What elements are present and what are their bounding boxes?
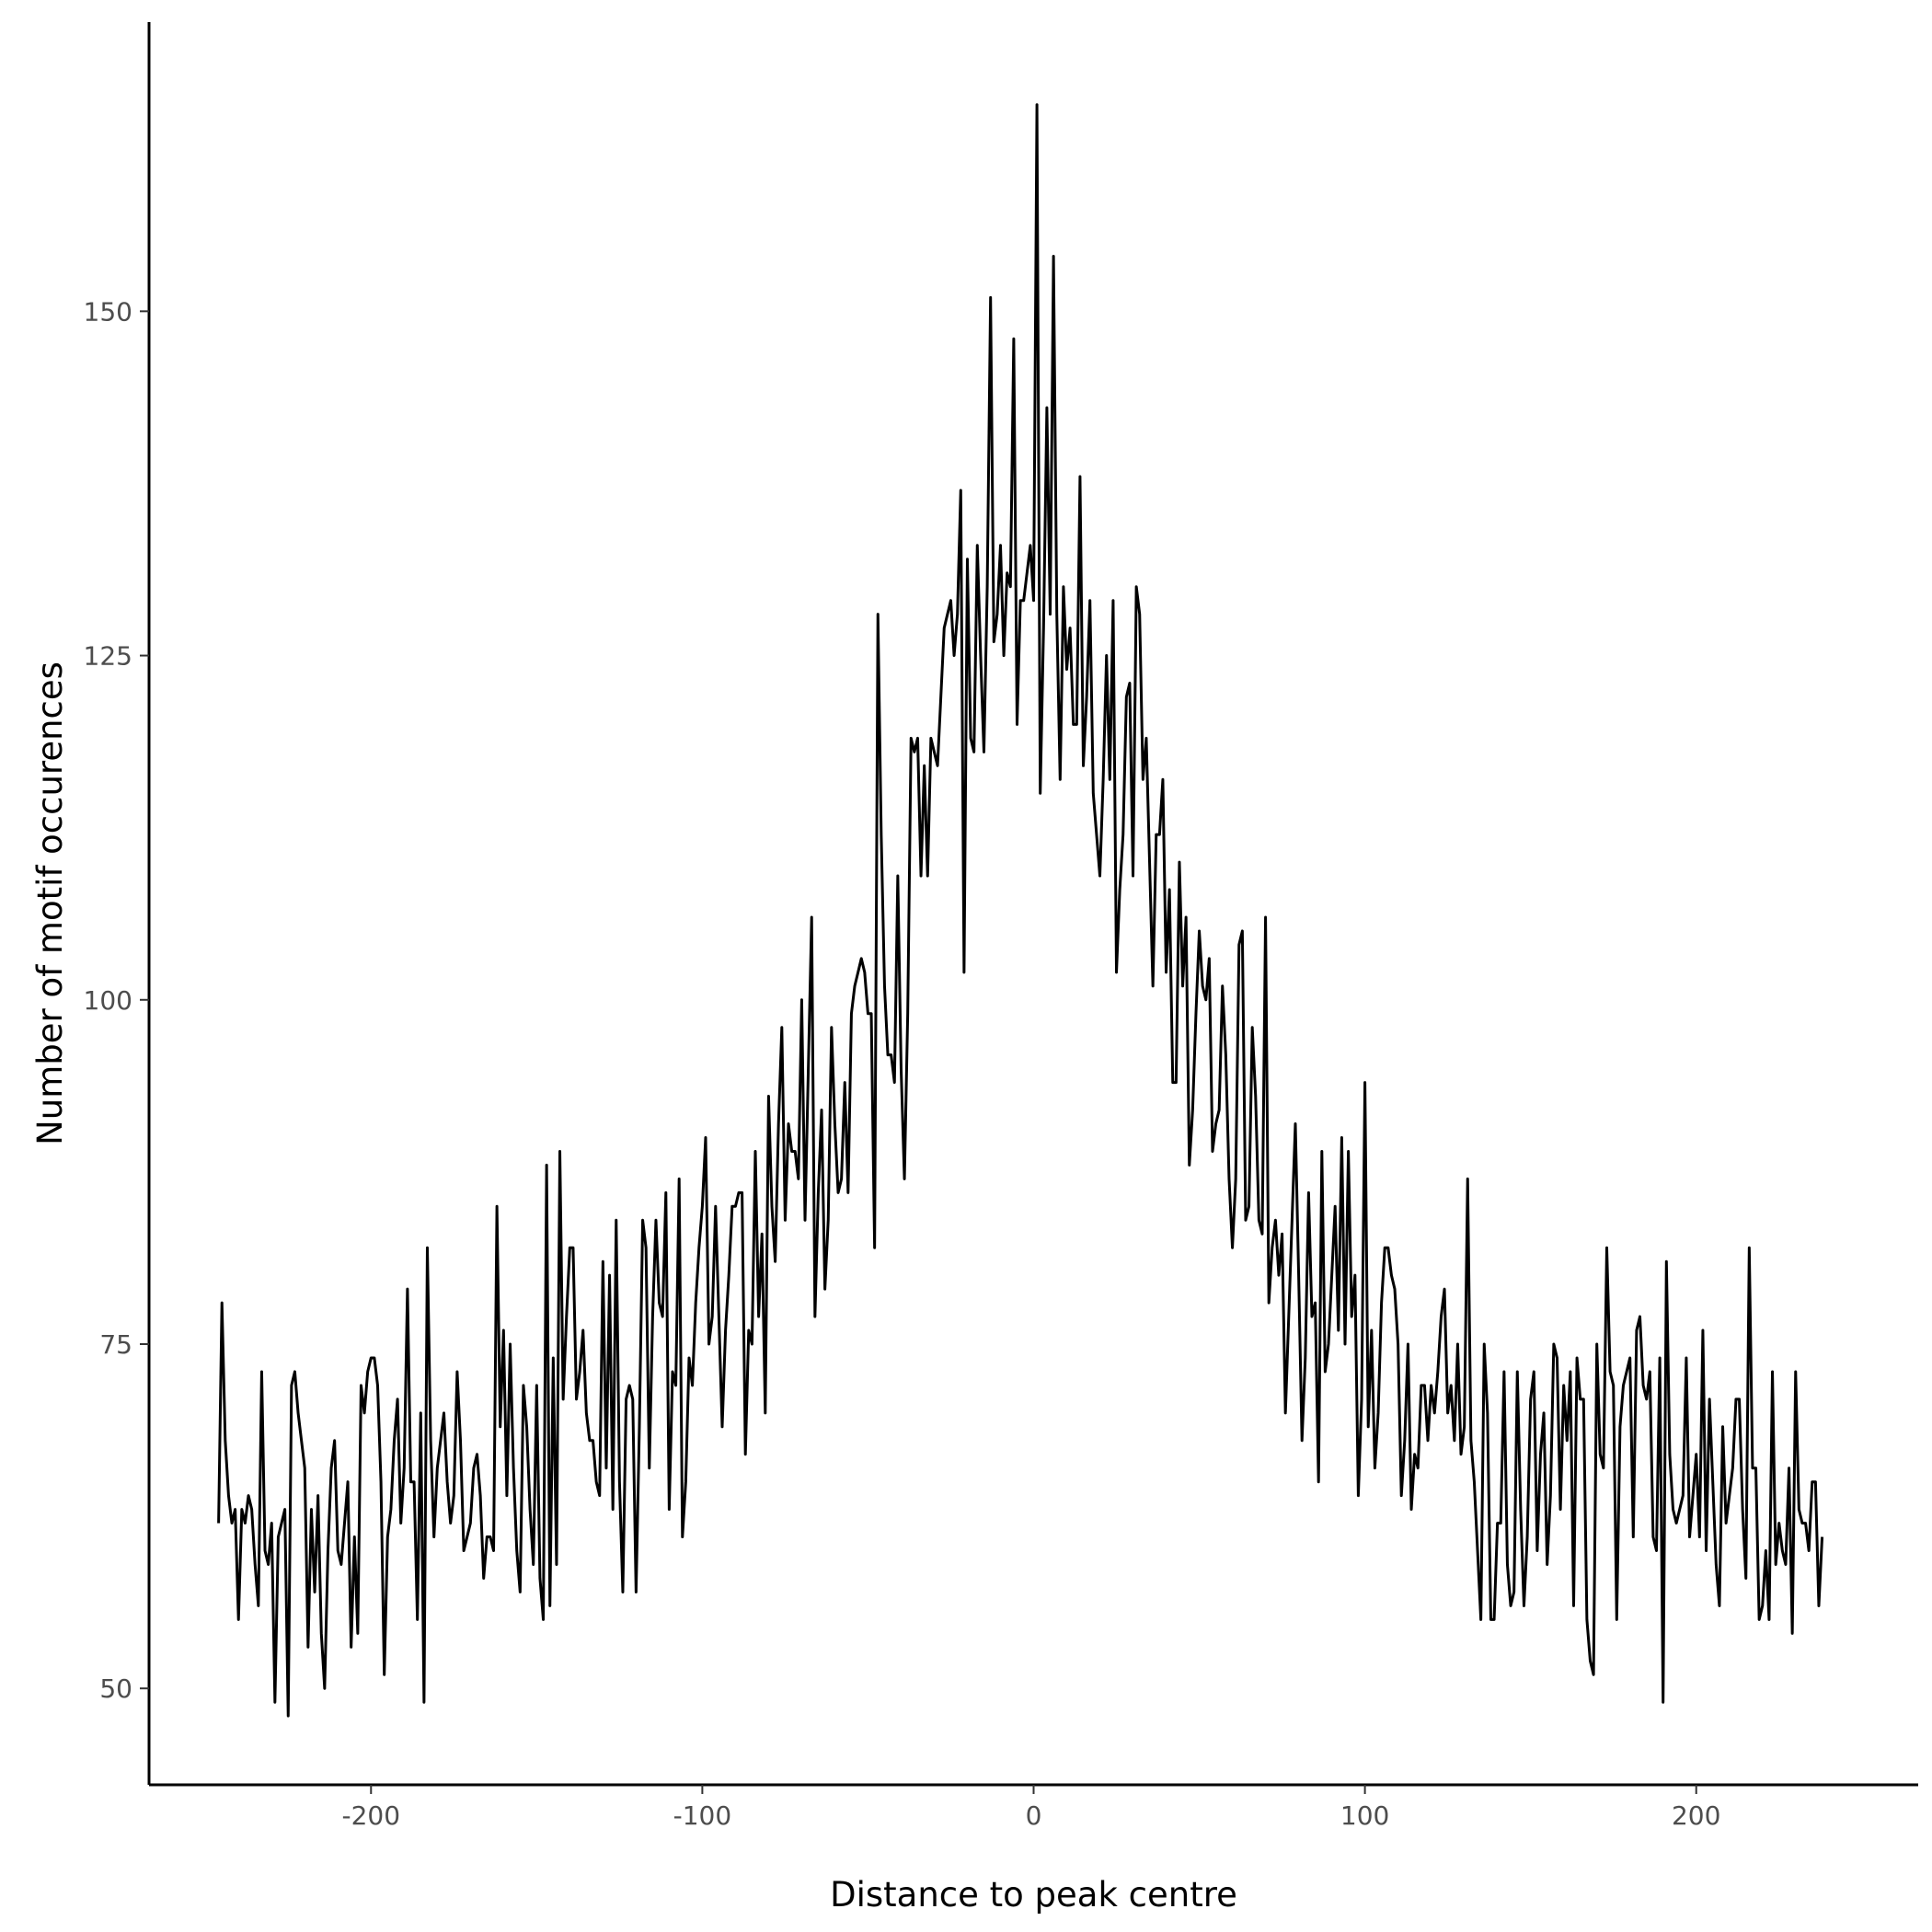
y-axis-title: Number of motif occurences xyxy=(30,661,70,1145)
x-tick-label: 200 xyxy=(1672,1800,1720,1831)
plot-area xyxy=(217,103,1824,1718)
y-tick-label: 150 xyxy=(84,296,132,327)
x-axis: -200 -100 0 100 200 xyxy=(149,1783,1918,1831)
y-axis: 50 75 100 125 150 xyxy=(84,22,151,1785)
y-tick-label: 125 xyxy=(84,641,132,672)
x-tick-label: 100 xyxy=(1340,1800,1389,1831)
y-tick-label: 75 xyxy=(99,1329,132,1360)
y-tick-label: 100 xyxy=(84,985,132,1016)
x-tick-label: -100 xyxy=(673,1800,732,1831)
x-tick-label: -200 xyxy=(342,1800,401,1831)
y-tick-label: 50 xyxy=(99,1673,132,1704)
x-axis-title: Distance to peak centre xyxy=(830,1875,1237,1915)
x-tick-label: 0 xyxy=(1026,1800,1042,1831)
series-line xyxy=(217,103,1824,1718)
